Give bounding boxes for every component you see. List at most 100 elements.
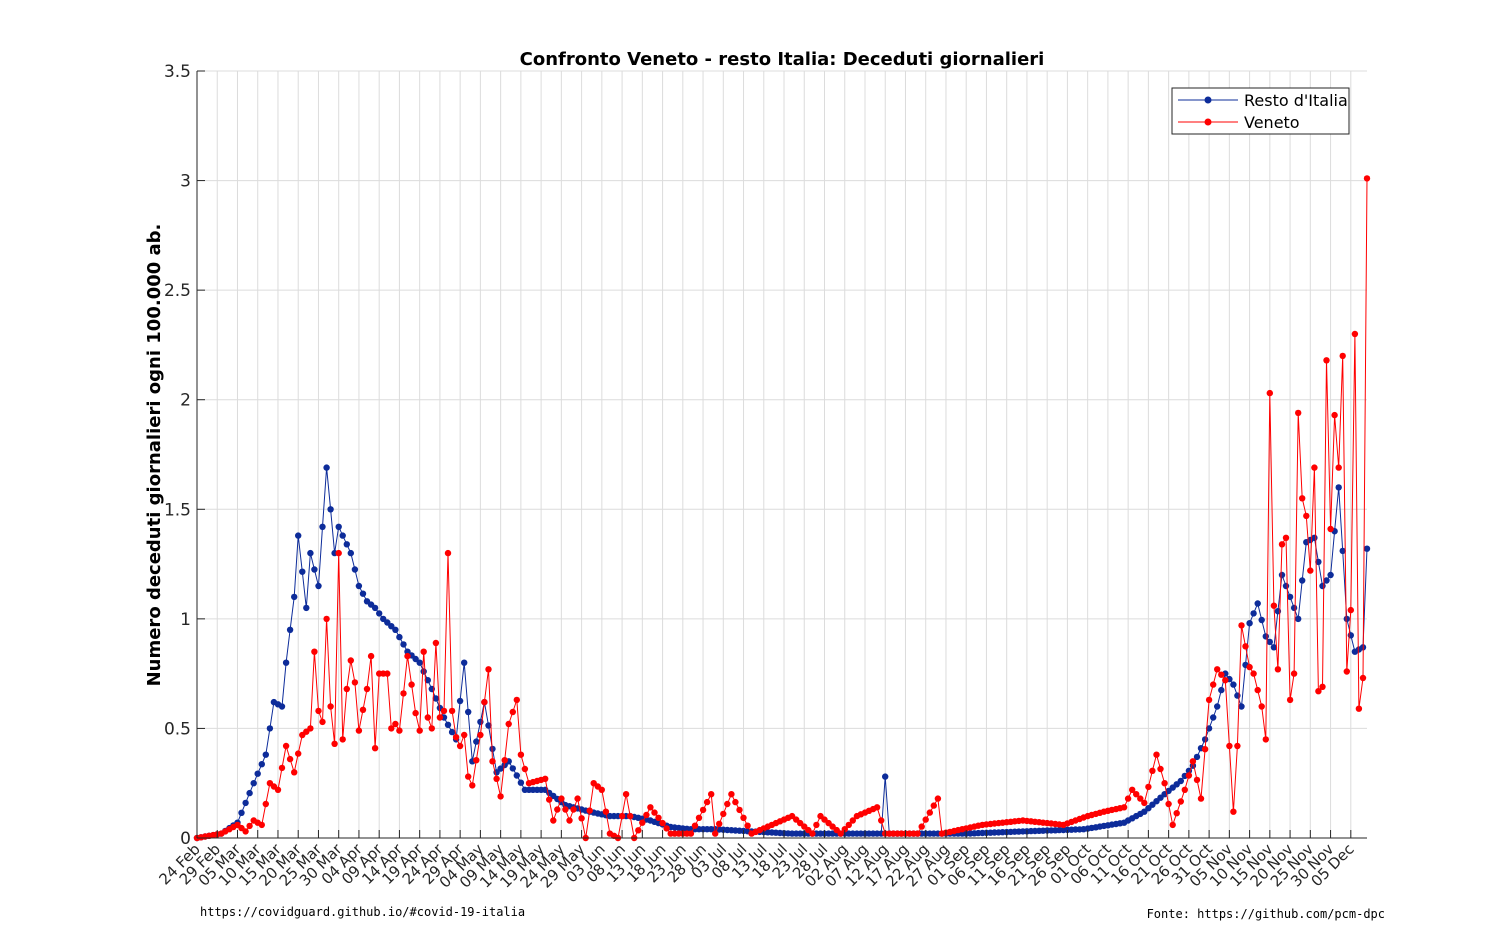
series-point <box>598 786 605 793</box>
series-point <box>841 826 848 833</box>
series-point <box>489 758 496 765</box>
series-point <box>400 690 407 697</box>
series-point <box>1290 670 1298 677</box>
series-point <box>1282 582 1290 590</box>
series-point <box>1120 804 1128 811</box>
series-point <box>469 782 476 789</box>
series-point <box>1129 786 1136 793</box>
series-point <box>586 807 593 814</box>
series-point <box>517 779 525 786</box>
series-point <box>1177 798 1185 805</box>
series-point <box>635 827 642 834</box>
grid <box>196 70 1367 839</box>
series-point <box>566 817 573 824</box>
series-point <box>1153 751 1160 758</box>
series-point <box>517 751 525 758</box>
series-point <box>1258 616 1265 624</box>
series-point <box>1226 742 1233 750</box>
series-point <box>493 775 500 782</box>
series-point <box>554 806 561 813</box>
y-tick-label: 2 <box>180 391 191 411</box>
series-point <box>436 714 444 721</box>
series-point <box>1335 464 1342 471</box>
series-point <box>1141 799 1148 807</box>
series-point <box>351 566 359 573</box>
series-point <box>323 615 330 623</box>
series-point <box>1339 352 1346 360</box>
series-point <box>1270 644 1278 651</box>
series-point <box>363 685 371 693</box>
series-point <box>311 566 318 573</box>
series-point <box>1246 663 1253 671</box>
series-point <box>246 789 253 797</box>
series-point <box>432 639 440 647</box>
series-point <box>505 720 512 728</box>
series-point <box>1193 776 1201 784</box>
series-point <box>570 806 577 813</box>
series-point <box>703 798 711 806</box>
series-point <box>258 761 265 768</box>
series-point <box>303 604 310 612</box>
series-point <box>1246 620 1253 627</box>
series-point <box>1343 668 1351 675</box>
series-point <box>258 821 265 829</box>
legend-label-resto: Resto d'Italia <box>1244 91 1348 110</box>
series-point <box>1262 736 1270 743</box>
series-point <box>444 549 452 557</box>
series-point <box>432 695 440 702</box>
series-point <box>655 814 662 821</box>
series-point <box>930 802 937 809</box>
series-point <box>327 703 334 710</box>
series-point <box>602 808 610 815</box>
series-point <box>1210 681 1217 688</box>
footer-left-source: https://covidguard.github.io/#covid-19-i… <box>200 905 525 919</box>
series-point <box>465 708 472 716</box>
series-point <box>412 655 419 663</box>
series-point <box>311 648 318 655</box>
series-point <box>485 666 492 673</box>
series-point <box>291 593 298 601</box>
series-point <box>238 809 245 816</box>
y-tick-label: 0.5 <box>164 719 191 739</box>
series-point <box>448 728 456 736</box>
series-point <box>461 659 468 666</box>
series-point <box>246 822 253 830</box>
series-point <box>347 549 354 557</box>
series-point <box>1157 765 1164 773</box>
series-point <box>1327 525 1334 533</box>
series-point <box>1327 571 1334 579</box>
series-point <box>420 668 427 675</box>
series-point <box>546 796 553 803</box>
series-point <box>1197 795 1205 802</box>
series-point <box>461 731 468 739</box>
series-point <box>643 811 650 819</box>
series-point <box>428 725 435 732</box>
series-point <box>355 727 363 734</box>
series-point <box>724 800 731 808</box>
series-point <box>1319 582 1326 590</box>
series-point <box>323 464 330 471</box>
series-point <box>1181 786 1189 793</box>
series-point <box>513 772 520 779</box>
series-point <box>1363 175 1371 182</box>
series-point <box>250 780 257 787</box>
y-tick-label: 3 <box>180 172 191 192</box>
series-point <box>809 830 816 837</box>
series-point <box>343 685 350 693</box>
series-point <box>1185 772 1193 779</box>
series-point <box>485 722 492 729</box>
series-point <box>266 725 274 732</box>
y-tick-label: 1 <box>180 610 191 630</box>
series-point <box>444 721 452 728</box>
series-point <box>1266 638 1274 646</box>
series-point <box>315 707 322 715</box>
series-point <box>286 626 294 633</box>
series-point <box>1189 758 1197 765</box>
legend-marker-veneto <box>1204 118 1212 126</box>
series-point <box>371 604 379 612</box>
series-point <box>262 751 269 758</box>
series-point <box>914 830 921 837</box>
series-point <box>732 798 739 806</box>
series-point <box>699 806 707 814</box>
